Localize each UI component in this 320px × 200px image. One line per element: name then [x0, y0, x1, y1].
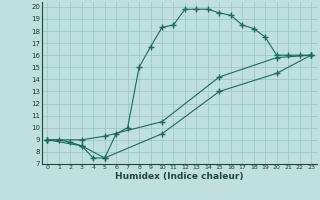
- X-axis label: Humidex (Indice chaleur): Humidex (Indice chaleur): [115, 172, 244, 181]
